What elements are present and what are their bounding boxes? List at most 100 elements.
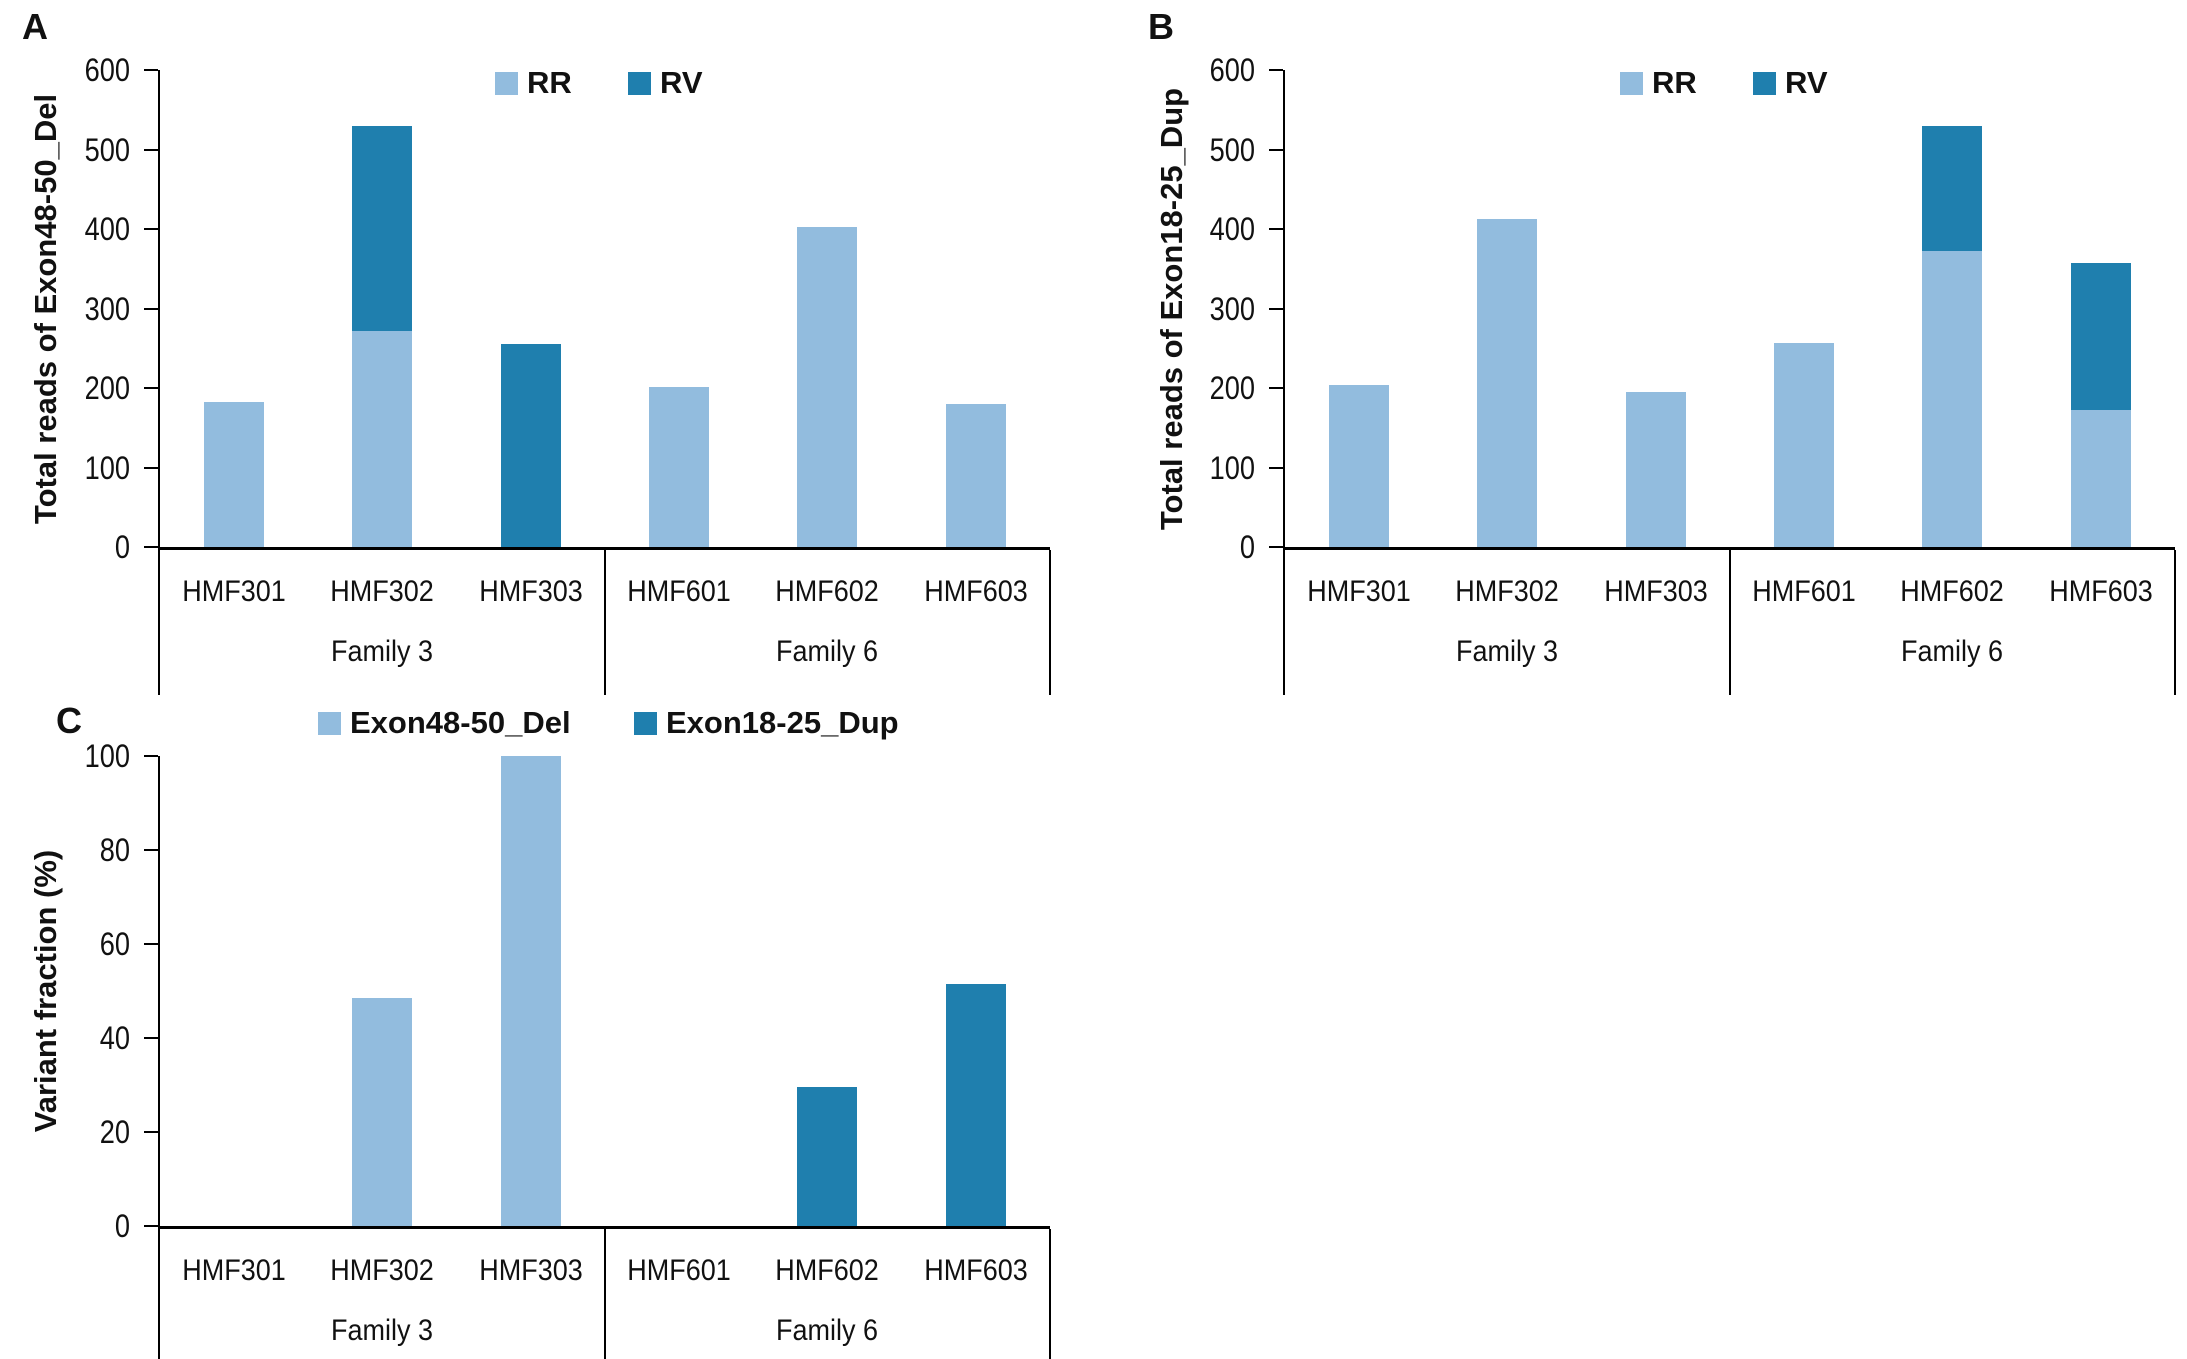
y-tick-C-0	[144, 1225, 158, 1227]
bar-B-HMF603-RV	[2070, 263, 2131, 411]
legend-swatch-C-Exon18-25_Dup	[634, 711, 657, 735]
bar-C-HMF603-Exon18-25_Dup	[945, 983, 1006, 1226]
category-separator-A-0	[158, 550, 160, 695]
y-tick-label-A-300: 300	[84, 290, 130, 327]
group-label-B-1: Family 6	[1901, 635, 2004, 668]
category-separator-A-2	[1048, 550, 1051, 695]
y-tick-label-B-0: 0	[1239, 529, 1255, 565]
legend-label-A-RV: RV	[660, 65, 703, 100]
category-label-C-HMF603: HMF603	[923, 1254, 1028, 1287]
y-axis-line-C	[158, 756, 160, 1226]
y-tick-label-B-600: 600	[1209, 52, 1255, 88]
bar-C-HMF302-Exon48-50_Del	[352, 998, 413, 1226]
group-label-C-0: Family 3	[331, 1314, 434, 1347]
y-axis-line-B	[1283, 70, 1285, 547]
bar-A-HMF302-RV	[352, 125, 413, 331]
legend-item-A-RV: RV	[628, 65, 703, 100]
category-label-A-HMF302: HMF302	[330, 575, 435, 608]
y-tick-label-C-40: 40	[99, 1020, 130, 1056]
y-tick-A-600	[144, 69, 158, 71]
y-axis-line-A	[158, 70, 160, 547]
y-tick-label-A-200: 200	[84, 370, 130, 406]
y-tick-A-300	[144, 307, 158, 310]
group-label-C-1: Family 6	[776, 1314, 879, 1347]
bar-A-HMF302-RR	[352, 330, 413, 547]
category-separator-C-2	[1048, 1229, 1051, 1359]
category-label-C-HMF302: HMF302	[330, 1254, 435, 1287]
panel-label-C: C	[56, 700, 82, 741]
y-tick-label-B-400: 400	[1209, 211, 1255, 247]
category-label-C-HMF303: HMF303	[478, 1254, 583, 1287]
y-tick-label-A-600: 600	[84, 52, 130, 88]
category-separator-B-0	[1283, 550, 1285, 695]
category-separator-B-2	[2173, 550, 2176, 695]
category-label-A-HMF603: HMF603	[923, 575, 1028, 608]
legend-item-A-RR: RR	[495, 65, 572, 100]
legend-item-B-RR: RR	[1620, 65, 1697, 100]
bar-B-HMF303-RR	[1625, 391, 1686, 547]
legend-item-C-Exon48-50_Del: Exon48-50_Del	[318, 705, 571, 740]
x-axis-line-A	[158, 547, 1050, 550]
panel-label-A: A	[22, 6, 48, 47]
category-label-B-HMF603: HMF603	[2048, 575, 2153, 608]
category-label-C-HMF602: HMF602	[775, 1254, 880, 1287]
bar-A-HMF303-RV	[500, 344, 561, 547]
y-tick-B-200	[1269, 387, 1283, 389]
category-label-A-HMF303: HMF303	[478, 575, 583, 608]
y-tick-B-300	[1269, 307, 1283, 310]
category-label-A-HMF602: HMF602	[775, 575, 880, 608]
legend-swatch-B-RR	[1620, 71, 1643, 95]
y-tick-C-80	[144, 849, 158, 851]
y-tick-B-500	[1269, 148, 1283, 151]
bar-A-HMF301-RR	[204, 402, 265, 547]
y-tick-A-200	[144, 387, 158, 389]
legend-label-A-RR: RR	[527, 65, 572, 100]
y-tick-C-100	[144, 755, 158, 757]
category-label-B-HMF301: HMF301	[1307, 575, 1411, 608]
y-tick-label-A-0: 0	[114, 529, 130, 565]
legend-label-C-Exon18-25_Dup: Exon18-25_Dup	[666, 705, 899, 740]
category-separator-C-0	[158, 1229, 160, 1359]
y-tick-label-C-80: 80	[99, 832, 130, 868]
category-label-A-HMF301: HMF301	[182, 575, 286, 608]
legend-label-B-RV: RV	[1785, 65, 1828, 100]
y-tick-C-20	[144, 1131, 158, 1133]
legend-label-C-Exon48-50_Del: Exon48-50_Del	[350, 705, 571, 740]
y-tick-label-A-100: 100	[84, 449, 130, 486]
bar-B-HMF602-RR	[1922, 251, 1983, 547]
y-tick-label-A-400: 400	[84, 211, 130, 247]
category-separator-B-1	[1728, 550, 1731, 695]
legend-swatch-A-RV	[628, 71, 651, 95]
y-tick-label-B-100: 100	[1209, 449, 1255, 486]
y-tick-B-100	[1269, 466, 1283, 469]
y-tick-A-400	[144, 228, 158, 230]
y-tick-label-C-60: 60	[99, 926, 130, 962]
y-axis-title-C: Variant fraction (%)	[28, 849, 63, 1133]
bar-A-HMF602-RR	[797, 227, 858, 547]
category-separator-C-1	[603, 1229, 606, 1359]
y-tick-A-100	[144, 466, 158, 469]
category-label-C-HMF601: HMF601	[627, 1254, 731, 1287]
y-tick-B-400	[1269, 228, 1283, 230]
y-tick-A-500	[144, 148, 158, 151]
y-tick-label-A-500: 500	[84, 131, 130, 168]
y-tick-label-C-20: 20	[99, 1114, 130, 1150]
bar-A-HMF601-RR	[649, 387, 710, 547]
x-axis-line-C	[158, 1226, 1050, 1229]
y-tick-B-0	[1269, 546, 1283, 548]
legend-item-C-Exon18-25_Dup: Exon18-25_Dup	[634, 705, 899, 740]
bar-C-HMF303-Exon48-50_Del	[500, 756, 561, 1226]
y-tick-label-B-200: 200	[1209, 370, 1255, 406]
y-tick-label-C-0: 0	[114, 1208, 130, 1244]
bar-B-HMF601-RR	[1774, 342, 1835, 547]
x-axis-line-B	[1283, 547, 2175, 550]
category-label-B-HMF601: HMF601	[1752, 575, 1856, 608]
category-label-B-HMF602: HMF602	[1900, 575, 2005, 608]
y-tick-label-B-500: 500	[1209, 131, 1255, 168]
group-label-A-1: Family 6	[776, 635, 879, 668]
category-label-A-HMF601: HMF601	[627, 575, 731, 608]
y-tick-C-60	[144, 943, 158, 945]
group-label-B-0: Family 3	[1456, 635, 1559, 668]
category-label-B-HMF303: HMF303	[1603, 575, 1708, 608]
